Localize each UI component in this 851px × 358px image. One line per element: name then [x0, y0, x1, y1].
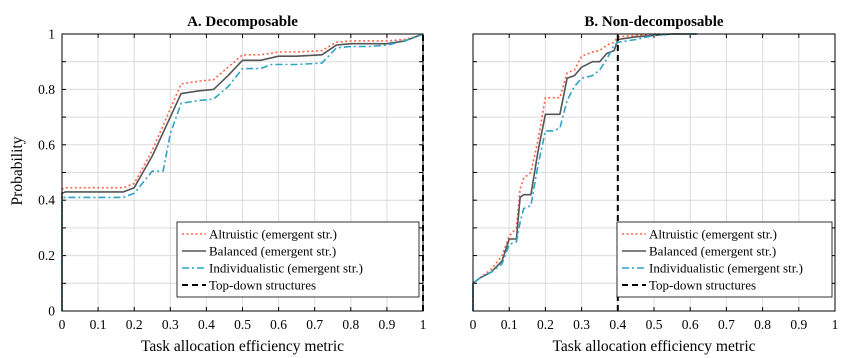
x-tick-label: 0.4	[198, 317, 215, 332]
chart-panel-b: 0 0.1 0.2 0.3 0.4 0.5 0.6 0.7 0.8 0.9 1 B. Non-deco…	[470, 14, 839, 355]
x-tick-label: 0.2	[537, 317, 554, 332]
x-tick-label: 0.8	[342, 317, 359, 332]
x-tick-label: 0.6	[682, 317, 699, 332]
axes-frame	[61, 33, 424, 312]
series-line-dashdot	[472, 33, 698, 311]
legend-label: Altruistic (emergent str.)	[209, 227, 337, 242]
x-tick-label: 0.1	[90, 317, 107, 332]
x-tick-label: 1	[832, 317, 839, 332]
x-tick-label: 0.3	[162, 317, 179, 332]
x-tick-label: 0.2	[126, 317, 143, 332]
x-tick-label: 0.5	[646, 317, 663, 332]
legend-label: Top-down structures	[649, 278, 756, 293]
legend-box	[616, 221, 833, 298]
legend-label: Individualistic (emergent str.)	[209, 261, 363, 276]
legend: Altruistic (emergent str.) Balanced (emer…	[176, 221, 420, 298]
legend-label: Balanced (emergent str.)	[649, 244, 776, 259]
x-tick-label: 0	[59, 317, 66, 332]
legend: Altruistic (emergent str.) Balanced (emer…	[616, 221, 833, 298]
axes-frame	[472, 33, 836, 312]
chart-title: B. Non-decomposable	[584, 14, 724, 30]
x-tick-label: 0	[470, 317, 477, 332]
x-tick-label: 0.1	[501, 317, 518, 332]
y-tick-label: 0.2	[38, 248, 55, 263]
series-line-solid	[472, 33, 698, 311]
x-tick-label: 0.5	[234, 317, 251, 332]
chart-panel-a: 0 0.1 0.2 0.3 0.4 0.5 0.6 0.7 0.8 0.9 1 0 0.2 0.4 0.6 0…	[38, 14, 426, 355]
x-axis-label: Task allocation efficiency metric	[552, 338, 755, 355]
x-tick-label: 0.6	[270, 317, 287, 332]
series-line-dashdot	[61, 33, 424, 311]
y-tick-label: 0.6	[38, 137, 55, 152]
x-tick-label: 0.3	[573, 317, 590, 332]
legend-label: Top-down structures	[209, 278, 316, 293]
legend-box	[176, 221, 420, 298]
chart-title: A. Decomposable	[187, 14, 298, 30]
x-tick-label: 0.4	[609, 317, 626, 332]
x-tick-label: 0.9	[790, 317, 807, 332]
y-tick-label: 0.4	[38, 193, 55, 208]
x-tick-label: 0.8	[754, 317, 771, 332]
legend-label: Altruistic (emergent str.)	[649, 227, 777, 242]
x-tick-label: 0.7	[306, 317, 323, 332]
series-line-solid	[61, 33, 424, 311]
y-tick-label: 0.8	[38, 82, 55, 97]
x-tick-label: 1	[420, 317, 427, 332]
x-axis-label: Task allocation efficiency metric	[141, 338, 344, 355]
y-axis-label: Probability	[9, 136, 26, 205]
x-tick-label: 0.7	[718, 317, 735, 332]
y-tick-label: 1	[48, 27, 55, 42]
legend-label: Balanced (emergent str.)	[209, 244, 336, 259]
x-tick-label: 0.9	[378, 317, 395, 332]
legend-label: Individualistic (emergent str.)	[649, 261, 803, 276]
y-tick-label: 0	[48, 304, 55, 319]
